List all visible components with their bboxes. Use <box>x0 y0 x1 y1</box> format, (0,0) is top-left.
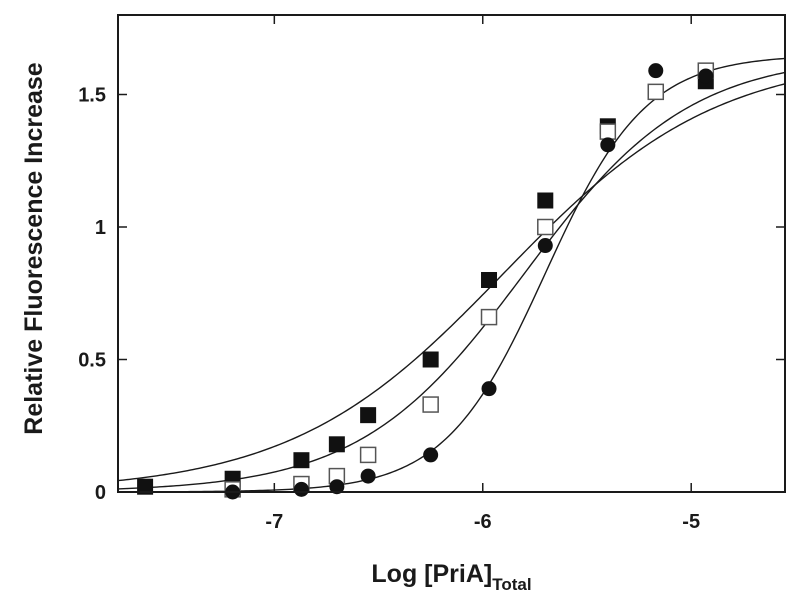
data-point-open-square <box>647 83 665 101</box>
data-points <box>137 62 715 500</box>
fit-curves <box>117 57 786 493</box>
x-axis-label: Log [PriA]Total <box>371 560 531 594</box>
x-tick-label: -5 <box>682 511 700 533</box>
data-point-filled-square <box>481 272 498 288</box>
data-point-filled-square <box>422 351 439 368</box>
plot-frame <box>117 14 786 493</box>
data-point-filled-square <box>137 478 154 495</box>
x-axis-label-subscript: Total <box>492 575 531 594</box>
data-point-open-square <box>537 218 554 236</box>
data-point-open-square <box>422 396 439 413</box>
data-point-circle <box>600 137 616 153</box>
data-point-filled-square <box>328 436 345 453</box>
data-point-filled-square <box>360 407 377 424</box>
y-tick-label: 1 <box>95 217 106 239</box>
data-point-circle <box>360 468 376 484</box>
axis-ticks: -7 -6 -5 0 0.5 1 1.5 <box>78 15 785 533</box>
fit-curve <box>117 83 786 482</box>
y-tick-label: 0 <box>95 482 106 504</box>
x-tick-label: -6 <box>474 511 492 533</box>
data-point-open-square <box>480 308 498 326</box>
y-tick-label: 0.5 <box>78 350 106 372</box>
x-axis-label-main: Log [PriA] <box>371 560 492 588</box>
data-point-circle <box>698 68 714 84</box>
x-tick-label: -7 <box>265 511 283 533</box>
data-point-circle <box>481 381 497 397</box>
data-point-open-square <box>359 446 377 464</box>
data-point-circle <box>423 447 439 463</box>
data-point-circle <box>648 63 664 79</box>
data-point-circle <box>537 238 553 254</box>
data-point-filled-square <box>537 192 554 209</box>
data-point-circle <box>293 481 309 497</box>
data-point-filled-square <box>293 452 310 469</box>
data-point-open-square <box>599 123 617 140</box>
y-axis-label: Relative Fluorescence Increase <box>20 62 48 435</box>
fit-curve <box>118 57 786 493</box>
y-tick-label: 1.5 <box>78 85 106 107</box>
data-point-circle <box>329 479 345 495</box>
fit-curve <box>117 71 786 490</box>
